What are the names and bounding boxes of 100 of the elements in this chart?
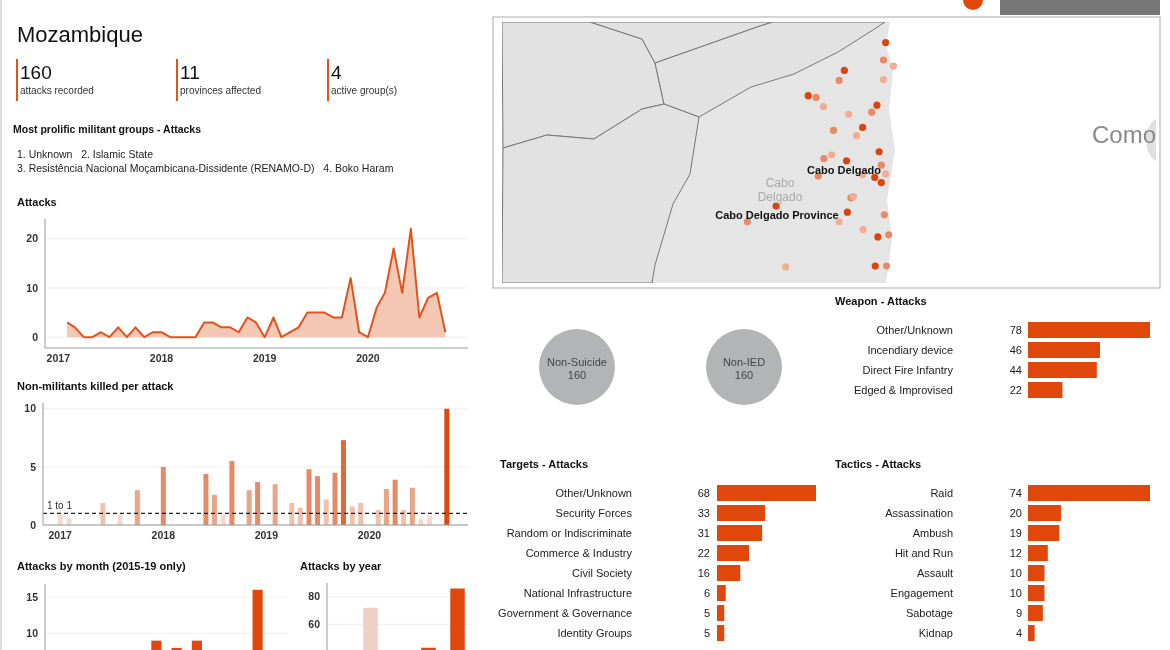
- text: Cabo Delgado Province: [715, 209, 839, 221]
- data-label: 10: [1009, 586, 1022, 599]
- text: Mozambique: [17, 22, 143, 47]
- x-tick-label: 2020: [356, 352, 380, 364]
- bar: [306, 469, 312, 525]
- bar: [211, 494, 217, 525]
- x-tick-label: 2018: [149, 352, 174, 364]
- y-tick-label: Sabotage: [905, 606, 953, 619]
- y-tick-label: Ambush: [912, 526, 953, 539]
- bar: [229, 461, 235, 525]
- data-label: 10: [1009, 566, 1022, 579]
- bar: [160, 466, 166, 525]
- category-label: active group(s): [331, 85, 398, 96]
- bar: [717, 585, 726, 601]
- bar: [1028, 565, 1045, 581]
- bar: [358, 502, 364, 525]
- bar: [314, 476, 320, 525]
- y-tick-label: Other/Unknown: [876, 323, 953, 336]
- bar: [1028, 322, 1150, 338]
- y-tick-label: Raid: [930, 486, 953, 499]
- data-label: 9: [1015, 606, 1022, 619]
- data-label: 160: [567, 369, 587, 381]
- category-label: attacks recorded: [20, 85, 94, 96]
- data-label: 68: [697, 486, 710, 499]
- text: Targets - Attacks: [500, 458, 589, 470]
- text: 3. Resistência Nacional Moçambicana-Dissidente (RENAMO-D) 4. Boko Haram: [17, 161, 394, 174]
- text: Como: [1091, 121, 1156, 148]
- data-label: 16: [697, 566, 710, 579]
- bar: [1028, 585, 1045, 601]
- y-tick-label: Identity Groups: [557, 626, 633, 639]
- y-tick-label: Incendiary device: [867, 343, 953, 356]
- bar: [717, 605, 725, 621]
- y-tick-label: 10: [26, 627, 39, 640]
- data-label: 74: [1009, 486, 1022, 499]
- bar: [392, 479, 398, 525]
- bar: [1028, 625, 1035, 641]
- bar: [332, 472, 338, 525]
- bar: [1028, 525, 1060, 541]
- chart-title: Attacks by year: [300, 560, 383, 572]
- text: Tactics - Attacks: [835, 458, 922, 470]
- y-tick-label: 0: [32, 330, 39, 343]
- y-tick-label: 5: [30, 460, 37, 473]
- data-label: 4: [1015, 626, 1022, 639]
- bar: [1028, 505, 1061, 521]
- y-tick-label: 20: [26, 232, 39, 245]
- x-tick-label: 2017: [48, 529, 73, 541]
- data-label: 44: [1009, 363, 1022, 376]
- y-tick-label: Government & Governance: [498, 606, 632, 619]
- bar: [246, 490, 252, 525]
- y-tick-label: National Infrastructure: [523, 586, 632, 599]
- data-label: 4: [331, 62, 342, 83]
- bar: [717, 565, 741, 581]
- y-tick-label: Security Forces: [555, 506, 633, 519]
- text: Cabo Delgado: [757, 176, 803, 205]
- data-label: 22: [1009, 383, 1022, 396]
- data-label: 5: [703, 626, 710, 639]
- chart-title: Attacks: [17, 196, 57, 208]
- y-tick-label: 60: [308, 618, 321, 631]
- chart-title: Non-militants killed per attack: [17, 380, 175, 392]
- text: Weapon - Attacks: [835, 295, 927, 307]
- bar: [383, 488, 389, 525]
- bar: [1028, 605, 1043, 621]
- category-label: provinces affected: [180, 85, 261, 96]
- data-label: 46: [1009, 343, 1022, 356]
- bar: [255, 482, 261, 525]
- y-tick-label: Civil Society: [572, 566, 633, 579]
- x-tick-label: 2019: [254, 529, 279, 541]
- text: Most prolific militant groups - Attacks: [13, 123, 202, 135]
- data-label: 5: [703, 606, 710, 619]
- data-label: 11: [180, 62, 200, 83]
- y-tick-label: Assassination: [885, 506, 953, 519]
- data-label: 160: [20, 62, 52, 83]
- y-tick-label: Hit and Run: [894, 546, 953, 559]
- bar: [297, 507, 303, 525]
- bar: [289, 502, 295, 525]
- bar: [717, 485, 816, 501]
- y-tick-label: 10: [24, 402, 37, 415]
- bar: [717, 505, 766, 521]
- bar: [409, 487, 415, 525]
- ref-line-label: 1 to 1: [47, 500, 73, 512]
- category-label: Non-IED: [722, 356, 766, 368]
- bar: [717, 625, 725, 641]
- data-label: 6: [703, 586, 710, 599]
- chart-title: Attacks by month (2015-19 only): [17, 560, 187, 572]
- y-tick-label: Random or Indiscriminate: [506, 526, 632, 539]
- bar: [340, 440, 346, 525]
- data-label: 31: [697, 526, 710, 539]
- data-label: 22: [697, 546, 710, 559]
- data-label: 160: [734, 369, 754, 381]
- x-tick-label: 2018: [151, 529, 176, 541]
- y-tick-label: 80: [308, 590, 321, 603]
- bar: [272, 484, 278, 525]
- y-tick-label: 0: [30, 518, 37, 531]
- y-tick-label: 15: [26, 590, 39, 603]
- data-label: 12: [1009, 546, 1022, 559]
- y-tick-label: Engagement: [890, 586, 953, 599]
- bar: [444, 408, 450, 525]
- bar: [134, 490, 140, 525]
- y-tick-label: Kidnap: [918, 626, 953, 639]
- bar: [323, 499, 329, 525]
